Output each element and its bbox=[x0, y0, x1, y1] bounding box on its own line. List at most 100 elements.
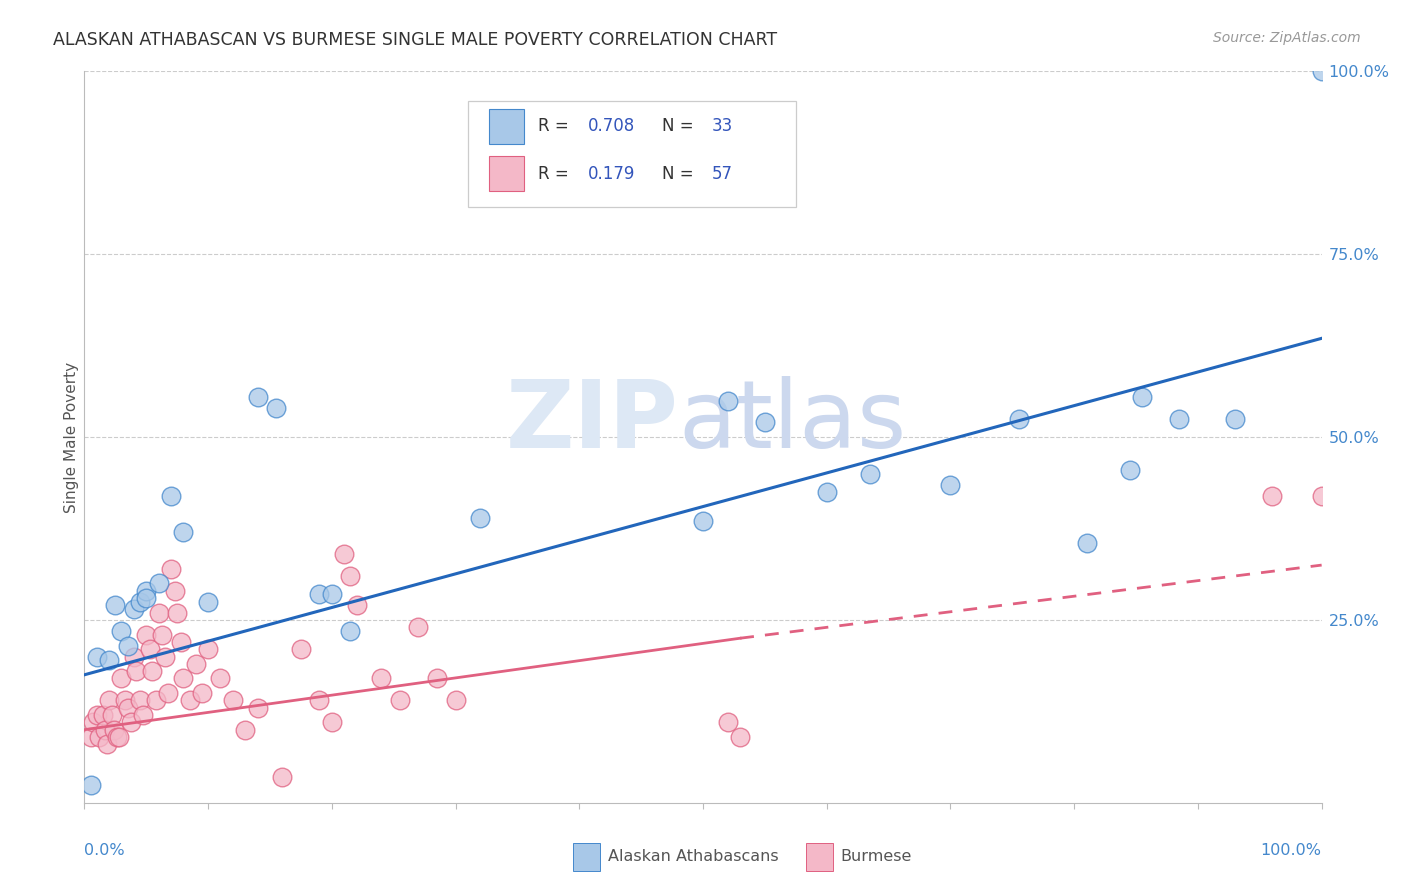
Point bbox=[939, 477, 962, 491]
Point bbox=[426, 672, 449, 686]
Point bbox=[104, 599, 127, 613]
Point bbox=[308, 587, 330, 601]
Point bbox=[120, 715, 142, 730]
Point bbox=[172, 672, 194, 686]
Point bbox=[141, 664, 163, 678]
Text: 0.708: 0.708 bbox=[588, 117, 636, 136]
Point bbox=[1223, 412, 1246, 426]
Point bbox=[859, 467, 882, 481]
Point bbox=[339, 624, 361, 638]
Point bbox=[184, 657, 207, 671]
Point bbox=[98, 653, 121, 667]
Text: Source: ZipAtlas.com: Source: ZipAtlas.com bbox=[1213, 31, 1361, 45]
Text: N =: N = bbox=[662, 117, 699, 136]
Point bbox=[131, 708, 153, 723]
Text: N =: N = bbox=[662, 165, 699, 183]
Point bbox=[246, 700, 269, 714]
Point bbox=[1076, 536, 1098, 550]
Point bbox=[717, 715, 740, 730]
Point bbox=[172, 525, 194, 540]
Point bbox=[754, 416, 776, 430]
Point bbox=[117, 700, 139, 714]
Point bbox=[166, 606, 188, 620]
Point bbox=[191, 686, 214, 700]
Point bbox=[692, 514, 714, 528]
Point bbox=[408, 620, 430, 634]
Point bbox=[321, 715, 343, 730]
Point bbox=[321, 587, 343, 601]
Point bbox=[209, 672, 232, 686]
Point bbox=[1007, 412, 1029, 426]
Point bbox=[114, 693, 136, 707]
Point bbox=[197, 594, 219, 608]
Point bbox=[264, 401, 287, 415]
Point bbox=[160, 489, 183, 503]
Text: 100.0%: 100.0% bbox=[1261, 843, 1322, 858]
Point bbox=[163, 583, 186, 598]
Point bbox=[125, 664, 148, 678]
Text: ZIP: ZIP bbox=[505, 376, 678, 468]
Text: Burmese: Burmese bbox=[841, 848, 911, 863]
Bar bbox=[806, 843, 832, 871]
Point bbox=[717, 393, 740, 408]
FancyBboxPatch shape bbox=[468, 101, 796, 207]
Point bbox=[222, 693, 245, 707]
Text: ALASKAN ATHABASCAN VS BURMESE SINGLE MALE POVERTY CORRELATION CHART: ALASKAN ATHABASCAN VS BURMESE SINGLE MAL… bbox=[53, 31, 778, 49]
Point bbox=[86, 708, 108, 723]
Text: Alaskan Athabascans: Alaskan Athabascans bbox=[607, 848, 779, 863]
Point bbox=[89, 730, 111, 744]
Point bbox=[728, 730, 751, 744]
Point bbox=[233, 723, 256, 737]
Point bbox=[145, 693, 167, 707]
Point bbox=[246, 390, 269, 404]
Point bbox=[153, 649, 176, 664]
Point bbox=[98, 693, 121, 707]
Point bbox=[135, 583, 157, 598]
Text: 0.179: 0.179 bbox=[588, 165, 636, 183]
Point bbox=[103, 723, 125, 737]
Point bbox=[148, 606, 170, 620]
Text: 33: 33 bbox=[711, 117, 733, 136]
Point bbox=[139, 642, 162, 657]
Bar bbox=[489, 156, 523, 191]
Point bbox=[129, 594, 152, 608]
Point bbox=[108, 730, 131, 744]
Point bbox=[110, 624, 132, 638]
Text: R =: R = bbox=[538, 165, 575, 183]
Point bbox=[1261, 489, 1284, 503]
Text: 0.0%: 0.0% bbox=[84, 843, 125, 858]
Point bbox=[79, 730, 101, 744]
Point bbox=[290, 642, 312, 657]
Point bbox=[388, 693, 411, 707]
Point bbox=[105, 730, 128, 744]
Point bbox=[110, 672, 132, 686]
Bar bbox=[574, 843, 600, 871]
Point bbox=[197, 642, 219, 657]
Point bbox=[370, 672, 392, 686]
Point bbox=[82, 715, 104, 730]
Point bbox=[1130, 390, 1153, 404]
Point bbox=[96, 737, 118, 751]
Point bbox=[1168, 412, 1191, 426]
Point bbox=[94, 723, 117, 737]
Point bbox=[333, 547, 356, 561]
Point bbox=[470, 510, 492, 524]
Point bbox=[122, 649, 145, 664]
Point bbox=[346, 599, 368, 613]
Point bbox=[815, 485, 838, 500]
Text: atlas: atlas bbox=[678, 376, 907, 468]
Point bbox=[179, 693, 201, 707]
Point bbox=[271, 770, 294, 784]
Point bbox=[129, 693, 152, 707]
Point bbox=[117, 639, 139, 653]
Point bbox=[135, 591, 157, 605]
Point bbox=[100, 708, 122, 723]
Point bbox=[91, 708, 114, 723]
Text: 57: 57 bbox=[711, 165, 733, 183]
Point bbox=[308, 693, 330, 707]
Point bbox=[148, 576, 170, 591]
Point bbox=[135, 627, 157, 641]
Point bbox=[1310, 64, 1333, 78]
Point bbox=[1310, 489, 1333, 503]
Y-axis label: Single Male Poverty: Single Male Poverty bbox=[63, 361, 79, 513]
